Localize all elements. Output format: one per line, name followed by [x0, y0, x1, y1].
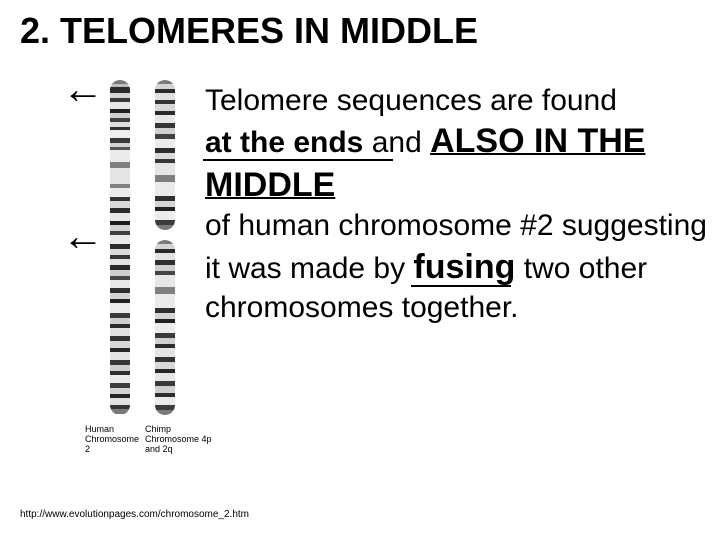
chimp-chromosome-bottom [155, 240, 175, 415]
caption-chimp: Chimp Chromosome 4p and 2q [145, 425, 215, 455]
chimp-chromosome-top [155, 80, 175, 230]
human-chromosome-2 [110, 80, 130, 415]
body-text: Telomere sequences are found at the ends… [205, 82, 710, 328]
citation: http://www.evolutionpages.com/chromosome… [20, 509, 249, 520]
blank-fill-1: at the ends [205, 124, 363, 162]
text-p1a: Telomere sequences are found [205, 84, 617, 117]
slide-title: 2. TELOMERES IN MIDDLE [20, 10, 478, 52]
blank-fill-2: fusing [413, 246, 515, 290]
caption-human: Human Chromosome 2 [85, 425, 145, 455]
pointer-arrow-2: ← [62, 215, 104, 257]
pointer-arrow-1: ← [62, 68, 104, 110]
